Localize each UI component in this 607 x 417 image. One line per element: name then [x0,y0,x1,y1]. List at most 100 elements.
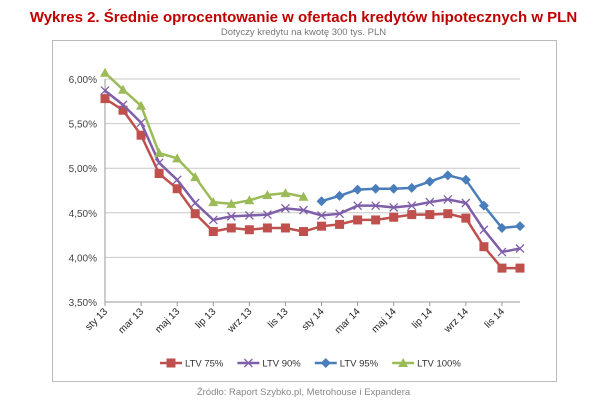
chart-frame [52,40,557,382]
data-point-ltv-75- [190,209,200,219]
y-tick-label: 4,50% [69,209,97,220]
data-point-ltv-90- [317,211,326,220]
data-point-ltv-75- [353,215,363,225]
data-point-ltv-75- [244,225,254,235]
legend-label-ltv-75-: LTV 75% [185,359,224,370]
data-point-ltv-100- [244,195,255,205]
data-point-ltv-75- [497,263,507,273]
data-point-ltv-95- [515,221,525,232]
data-point-ltv-90- [335,209,345,219]
y-tick-label: 3,50% [69,298,97,309]
data-point-ltv-75- [317,221,327,231]
data-point-ltv-90- [479,225,489,235]
data-point-ltv-100- [208,197,219,207]
data-point-ltv-75- [118,105,128,115]
data-point-ltv-75- [100,94,110,104]
data-point-ltv-90- [226,211,236,221]
data-point-ltv-75- [154,169,164,179]
x-tick-label: sty 13 [83,306,110,333]
data-point-ltv-90- [497,247,507,257]
data-point-ltv-100- [226,198,237,208]
y-tick-label: 4,00% [69,253,97,264]
data-point-ltv-100- [298,191,309,201]
data-point-ltv-100- [136,100,147,110]
legend-marker-ltv-75- [166,358,176,368]
y-tick-label: 6,00% [69,75,97,86]
data-point-ltv-90- [136,118,146,128]
data-point-ltv-75- [280,223,290,233]
data-point-ltv-90- [172,175,182,185]
data-point-ltv-100- [154,148,165,158]
x-tick-label: wrz 13 [225,306,255,336]
series-line-ltv-95- [321,174,521,230]
data-point-ltv-95- [370,183,381,194]
legend-label-ltv-90-: LTV 90% [262,359,301,370]
data-point-ltv-95- [424,176,435,187]
data-point-ltv-95- [352,184,363,195]
data-point-ltv-75- [371,215,381,225]
source-note: Źródło: Raport Szybko.pl, Metrohouse i E… [196,387,411,398]
legend-marker-ltv-100- [398,358,409,367]
data-point-ltv-90- [244,211,254,220]
x-tick-label: maj 14 [370,306,399,335]
chart-title: Wykres 2. Średnie oprocentowanie w ofert… [29,9,578,26]
x-tick-label: lis 13 [266,306,291,331]
data-point-ltv-75- [479,242,489,252]
data-point-ltv-90- [389,202,399,212]
data-point-ltv-90- [407,201,417,211]
y-tick-label: 5,00% [69,164,97,175]
y-tick-label: 5,50% [69,120,97,131]
data-point-ltv-95- [478,200,489,211]
x-tick-label: mar 14 [333,306,363,336]
data-point-ltv-90- [353,201,363,211]
data-point-ltv-100- [118,84,129,94]
data-point-ltv-90- [299,205,308,215]
legend-label-ltv-100-: LTV 100% [417,359,461,370]
data-point-ltv-90- [461,198,471,208]
data-point-ltv-75- [335,219,345,229]
data-point-ltv-90- [262,210,272,220]
data-point-ltv-75- [298,227,308,237]
x-tick-label: maj 13 [153,306,182,335]
x-tick-label: lip 14 [410,306,435,331]
data-point-ltv-90- [280,203,290,213]
data-point-ltv-95- [388,183,399,194]
data-point-ltv-75- [407,210,417,220]
data-point-ltv-95- [442,170,453,181]
data-point-ltv-90- [100,86,110,96]
data-point-ltv-90- [425,197,435,207]
data-point-ltv-75- [425,210,435,220]
data-point-ltv-75- [515,263,525,273]
series-line-ltv-100- [104,71,304,206]
data-point-ltv-90- [190,198,200,208]
data-point-ltv-100- [280,188,291,198]
data-point-ltv-100- [190,172,201,182]
data-point-ltv-75- [136,130,146,140]
legend-marker-ltv-90- [243,358,253,368]
data-point-ltv-75- [443,209,453,219]
data-point-ltv-95- [406,182,417,193]
legend-label-ltv-95-: LTV 95% [340,359,379,370]
data-point-ltv-75- [172,184,182,194]
chart-subtitle: Dotyczy kredytu na kwotę 300 tys. PLN [220,27,387,38]
data-point-ltv-75- [208,227,218,237]
data-point-ltv-90- [118,100,128,110]
data-point-ltv-95- [460,174,471,185]
data-point-ltv-100- [172,153,183,163]
data-point-ltv-100- [100,67,110,77]
data-point-ltv-75- [389,212,399,222]
x-tick-label: mar 13 [116,306,146,336]
x-tick-label: sty 14 [300,306,327,333]
data-point-ltv-90- [371,201,381,211]
data-point-ltv-75- [461,213,471,223]
data-point-ltv-75- [226,223,236,233]
data-point-ltv-95- [496,222,507,233]
x-tick-label: lis 14 [483,306,508,331]
data-point-ltv-95- [316,196,327,207]
data-point-ltv-75- [262,223,272,233]
legend-marker-ltv-95- [320,358,331,368]
data-point-ltv-90- [208,215,218,225]
data-point-ltv-100- [262,189,273,199]
x-tick-label: wrz 14 [442,306,472,336]
